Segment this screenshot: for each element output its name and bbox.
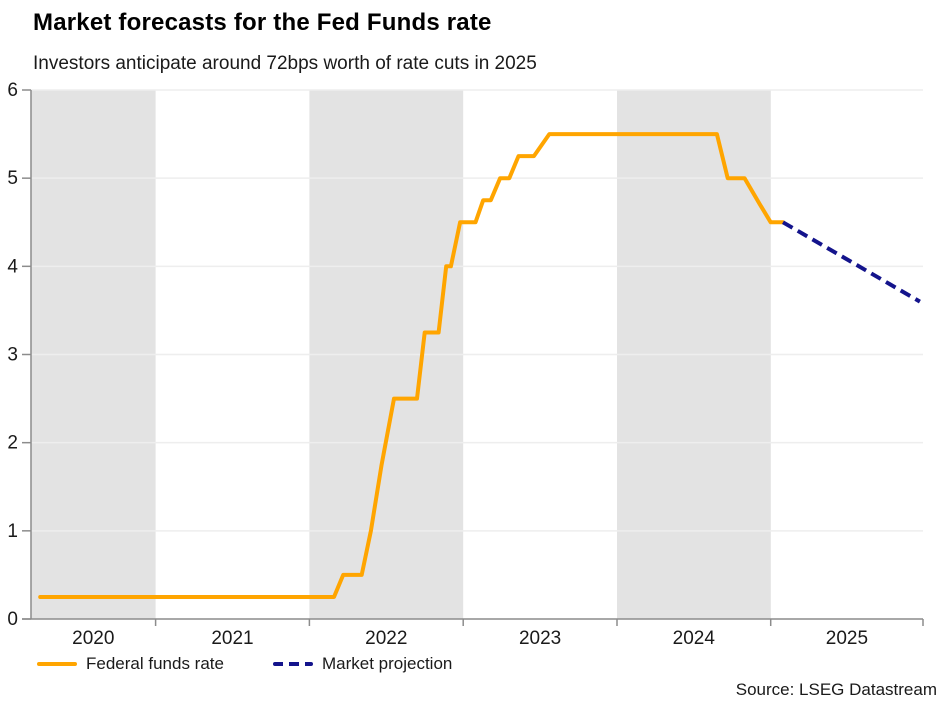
legend-swatch-solid-line — [37, 662, 77, 666]
fed-funds-line — [38, 132, 785, 599]
x-tick-label: 2024 — [673, 628, 716, 649]
legend-label-fed-funds: Federal funds rate — [86, 654, 224, 673]
y-tick-label: 5 — [7, 168, 18, 189]
y-tick-label: 2 — [7, 433, 18, 454]
legend: Federal funds rate Market projection — [37, 654, 452, 674]
legend-item-fed-funds: Federal funds rate — [37, 654, 224, 674]
y-tick-label: 3 — [7, 345, 18, 366]
x-tick-label: 2025 — [826, 628, 868, 649]
y-tick-label: 1 — [7, 521, 18, 542]
y-tick-label: 0 — [7, 609, 18, 630]
legend-label-projection: Market projection — [321, 654, 453, 673]
x-tick-label: 2023 — [519, 628, 561, 649]
legend-swatch-dashed-line — [272, 662, 313, 666]
chart-subtitle: Investors anticipate around 72bps worth … — [33, 53, 537, 74]
source-note: Source: LSEG Datastream — [735, 680, 937, 699]
legend-item-projection: Market projection — [272, 654, 453, 674]
y-tick-label: 6 — [7, 80, 18, 101]
x-tick-label: 2021 — [211, 628, 253, 649]
x-tick-label: 2020 — [72, 628, 114, 649]
y-tick-label: 4 — [7, 256, 18, 277]
page-title: Market forecasts for the Fed Funds rate — [33, 9, 492, 36]
market-projection-line — [781, 220, 921, 304]
x-tick-label: 2022 — [365, 628, 407, 649]
